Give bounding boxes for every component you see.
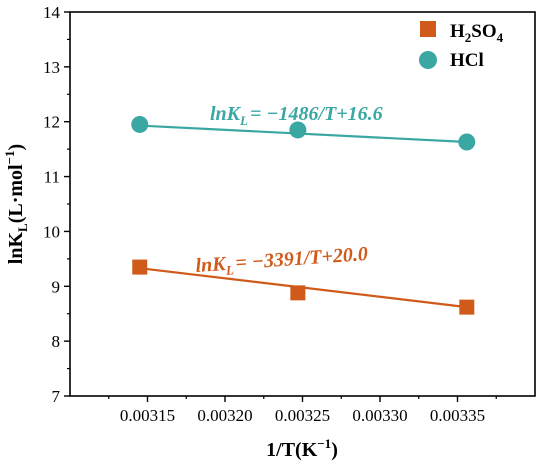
y-tick-label: 10 [43,222,60,241]
equation-h2so4: lnKL= −3391/T+20.0 [195,243,369,280]
x-tick-label: 0.00325 [275,406,330,425]
legend-marker-h2so4 [420,21,436,37]
x-tick-label: 0.00330 [352,406,407,425]
y-tick-label: 14 [43,3,61,22]
data-point-hcl [289,121,307,139]
data-point-hcl [131,115,149,133]
x-tick-label: 0.00335 [430,406,485,425]
y-tick-label: 8 [52,332,61,351]
y-tick-label: 13 [43,58,60,77]
legend-label-h2so4: H2SO4 [450,21,504,45]
y-tick-label: 9 [52,277,61,296]
data-point-h2so4 [290,285,306,301]
y-tick-label: 12 [43,113,60,132]
equation-hcl: lnKL = −1486/T+16.6 [210,103,383,128]
fit-lines [139,124,467,309]
y-axis-title: lnKL(L·mol−1) [2,144,30,264]
axis-ticks: 0.00315 0.00320 0.00325 0.00330 0.00335 7 8 9 10… [43,3,497,425]
data-point-h2so4 [459,299,475,315]
data-point-hcl [458,133,476,151]
x-tick-label: 0.00315 [120,406,175,425]
data-points [131,115,476,315]
legend-marker-hcl [419,51,437,69]
legend: H2SO4 HCl [419,21,504,71]
x-axis-title: 1/T(K−1) [266,436,338,461]
x-tick-label: 0.00320 [197,406,252,425]
data-point-h2so4 [132,259,148,275]
legend-label-hcl: HCl [450,50,484,71]
y-tick-label: 11 [44,168,60,187]
y-tick-label: 7 [52,387,61,406]
